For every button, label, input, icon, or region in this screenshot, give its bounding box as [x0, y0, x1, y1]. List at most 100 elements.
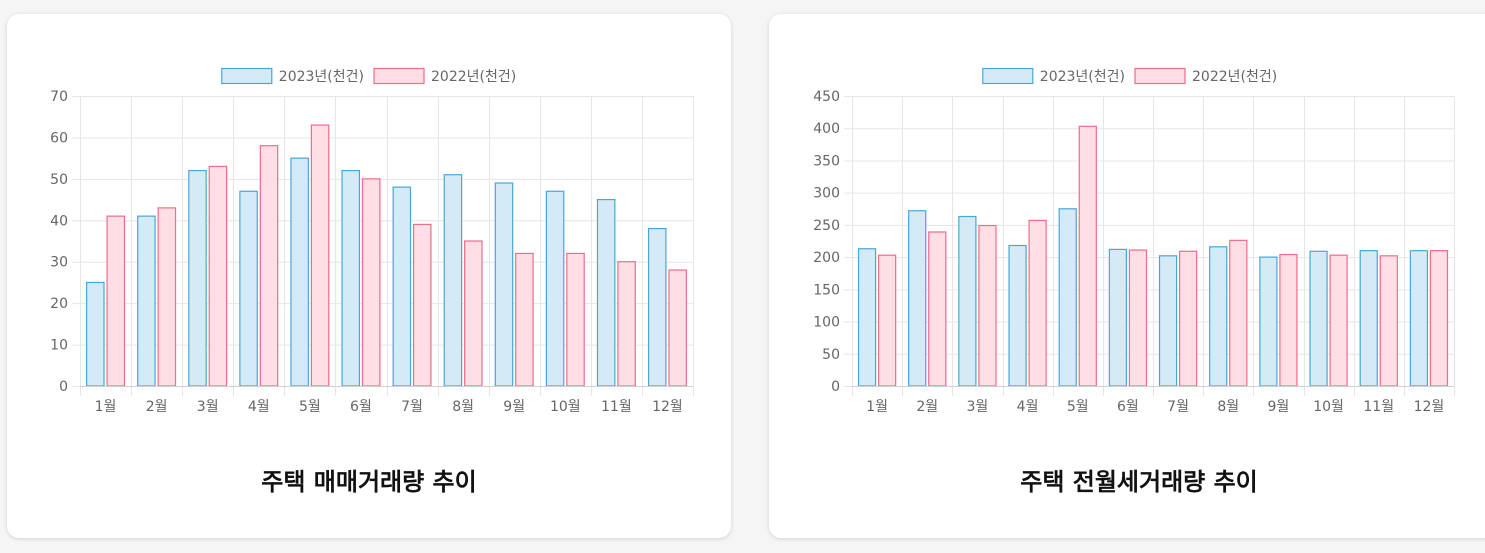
bar-2023[interactable] — [545, 190, 565, 387]
legend-label: 2022년(천건) — [1192, 69, 1277, 85]
bar-2022[interactable] — [617, 261, 636, 387]
y-tick-label: 0 — [59, 379, 68, 395]
trade-grid — [72, 96, 694, 396]
trade-volume-card: 0 10 20 30 40 50 60 70 1월 2월 3월 4월 5월 6월 7월 8월 9월 10월 11월 1… — [7, 14, 731, 538]
y-tick-label: 300 — [813, 186, 840, 202]
trade-volume-chart: 0 10 20 30 40 50 60 70 1월 2월 3월 4월 5월 6월 7월 8월 9월 10월 11월 1… — [50, 67, 694, 415]
trade-legend: 2023년(천건) 2022년(천건) — [221, 67, 516, 86]
y-tick-label: 60 — [50, 130, 68, 146]
bar-2022[interactable] — [877, 254, 897, 387]
bar-2022[interactable] — [1329, 254, 1348, 387]
bar-2023[interactable] — [494, 182, 514, 387]
y-tick-label: 400 — [813, 121, 840, 137]
bar-2023[interactable] — [188, 169, 207, 387]
bar-2023[interactable] — [443, 174, 463, 387]
x-tick-label: 6월 — [1117, 399, 1139, 415]
bar-2022[interactable] — [361, 178, 381, 387]
x-tick-label: 4월 — [248, 399, 270, 415]
bar-2023[interactable] — [1359, 250, 1378, 387]
x-tick-label: 12월 — [652, 399, 683, 415]
bar-2023[interactable] — [1259, 256, 1278, 387]
x-tick-label: 5월 — [299, 399, 321, 415]
legend-item-2022[interactable]: 2022년(천건) — [1134, 67, 1277, 86]
bar-2023[interactable] — [1209, 246, 1228, 387]
bar-2023[interactable] — [290, 157, 309, 387]
x-tick-label: 9월 — [503, 399, 525, 415]
bar-2022[interactable] — [928, 231, 947, 387]
bar-2023[interactable] — [239, 190, 258, 387]
bar-2022[interactable] — [106, 215, 126, 387]
x-tick-label: 8월 — [452, 399, 474, 415]
y-tick-label: 20 — [50, 296, 68, 312]
bar-2023[interactable] — [137, 215, 156, 387]
y-tick-label: 0 — [831, 379, 840, 395]
x-tick-label: 7월 — [1167, 399, 1189, 415]
legend-swatch — [982, 67, 1034, 85]
bar-2022[interactable] — [1078, 125, 1097, 387]
bar-2022[interactable] — [1279, 253, 1298, 387]
bar-2022[interactable] — [259, 145, 279, 387]
bar-2022[interactable] — [1379, 255, 1398, 387]
bar-2023[interactable] — [1158, 255, 1178, 387]
y-tick-label: 100 — [813, 315, 840, 331]
bar-2022[interactable] — [157, 207, 177, 387]
legend-label: 2022년(천건) — [431, 69, 516, 85]
bar-2022[interactable] — [566, 252, 585, 387]
bar-2022[interactable] — [978, 224, 997, 387]
rent-volume-title: 주택 전월세거래량 추이 — [1020, 468, 1258, 496]
x-tick-label: 3월 — [967, 399, 989, 415]
bar-2022[interactable] — [1229, 239, 1248, 387]
bar-2023[interactable] — [1058, 208, 1077, 387]
y-tick-label: 70 — [50, 89, 68, 105]
rent-series-2022 — [877, 125, 1449, 387]
y-tick-label: 10 — [50, 338, 68, 354]
bar-2023[interactable] — [1008, 244, 1027, 387]
legend-label: 2023년(천건) — [1040, 69, 1125, 85]
bar-2023[interactable] — [392, 186, 412, 387]
legend-label: 2023년(천건) — [279, 69, 364, 85]
bar-2023[interactable] — [647, 227, 667, 387]
bar-2023[interactable] — [86, 281, 105, 387]
legend-item-2022[interactable]: 2022년(천건) — [373, 67, 516, 86]
trade-series-2022 — [106, 124, 687, 387]
x-tick-label: 9월 — [1268, 399, 1290, 415]
bar-2022[interactable] — [668, 269, 687, 387]
y-tick-label: 350 — [813, 153, 840, 169]
y-tick-label: 50 — [50, 172, 68, 188]
bar-2022[interactable] — [412, 223, 432, 387]
legend-swatch — [1134, 67, 1186, 85]
bar-2023[interactable] — [1409, 250, 1429, 387]
bar-2023[interactable] — [958, 215, 977, 387]
x-tick-label: 12월 — [1414, 399, 1445, 415]
x-tick-label: 2월 — [146, 399, 168, 415]
x-tick-label: 11월 — [601, 399, 632, 415]
bar-2023[interactable] — [596, 198, 616, 387]
bar-2022[interactable] — [1128, 249, 1148, 387]
x-tick-label: 11월 — [1363, 399, 1394, 415]
trade-volume-title: 주택 매매거래량 추이 — [261, 468, 477, 496]
legend-item-2023[interactable]: 2023년(천건) — [221, 67, 364, 86]
bar-2022[interactable] — [515, 252, 534, 387]
bar-2022[interactable] — [464, 240, 483, 387]
bar-2023[interactable] — [1309, 250, 1328, 387]
bar-2023[interactable] — [908, 210, 927, 387]
x-tick-label: 10월 — [550, 399, 581, 415]
bar-2022[interactable] — [310, 124, 330, 387]
x-tick-label: 5월 — [1067, 399, 1089, 415]
bar-2023[interactable] — [1108, 248, 1128, 387]
bar-2022[interactable] — [1429, 250, 1449, 387]
bar-2023[interactable] — [857, 248, 877, 387]
bar-2022[interactable] — [1178, 250, 1198, 387]
bar-2022[interactable] — [208, 165, 228, 387]
legend-item-2023[interactable]: 2023년(천건) — [982, 67, 1125, 86]
x-tick-label: 3월 — [197, 399, 219, 415]
legend-swatch — [221, 67, 273, 85]
x-tick-label: 2월 — [916, 399, 938, 415]
x-tick-label: 1월 — [866, 399, 888, 415]
bar-2023[interactable] — [341, 169, 361, 387]
y-tick-label: 150 — [813, 282, 840, 298]
bar-2022[interactable] — [1028, 219, 1047, 387]
x-tick-label: 8월 — [1217, 399, 1239, 415]
y-tick-label: 250 — [813, 218, 840, 234]
y-tick-label: 30 — [50, 255, 68, 271]
